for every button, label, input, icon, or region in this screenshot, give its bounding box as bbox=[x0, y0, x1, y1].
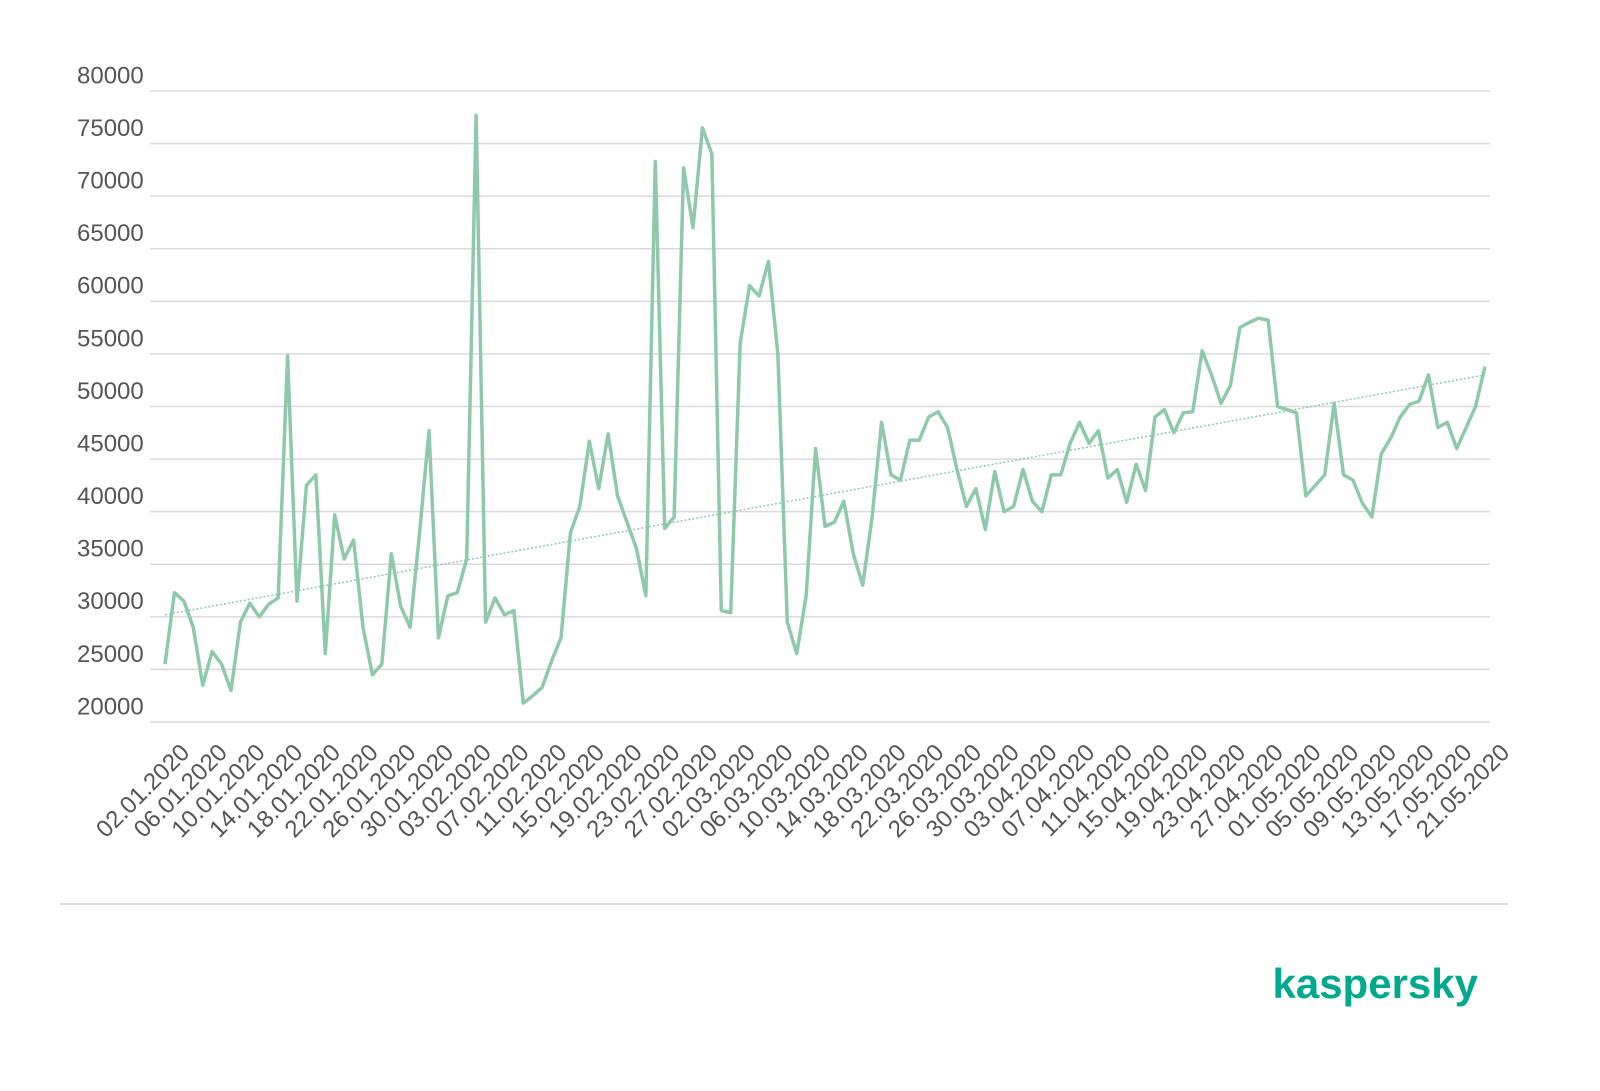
y-tick-label: 30000 bbox=[77, 588, 144, 615]
y-tick-label: 45000 bbox=[77, 430, 144, 457]
y-tick-label: 25000 bbox=[77, 641, 144, 668]
y-tick-label: 50000 bbox=[77, 378, 144, 405]
y-tick-label: 75000 bbox=[77, 115, 144, 142]
data-line bbox=[163, 113, 1487, 705]
trend-line bbox=[164, 374, 1486, 616]
y-tick-label: 40000 bbox=[77, 483, 144, 510]
y-tick-label: 65000 bbox=[77, 220, 144, 247]
brand-logo: kaspersky bbox=[1272, 960, 1478, 1007]
y-tick-label: 35000 bbox=[77, 536, 144, 563]
y-tick-label: 60000 bbox=[77, 273, 144, 300]
y-tick-label: 55000 bbox=[77, 325, 144, 352]
y-tick-label: 80000 bbox=[77, 62, 144, 89]
y-tick-label: 70000 bbox=[77, 168, 144, 195]
y-tick-label: 20000 bbox=[77, 693, 144, 720]
